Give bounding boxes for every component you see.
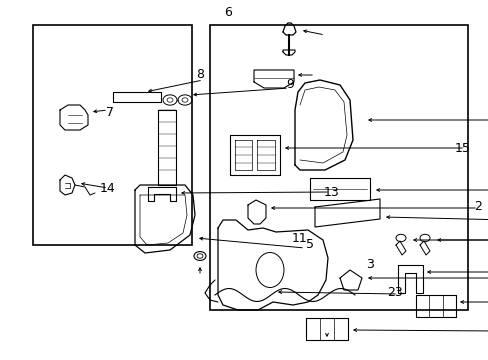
Text: 3: 3 (366, 258, 373, 271)
Text: 5: 5 (305, 239, 313, 252)
Text: 9: 9 (285, 78, 293, 91)
Text: 2: 2 (473, 201, 481, 213)
Text: 6: 6 (224, 6, 231, 19)
Text: 23: 23 (386, 287, 402, 300)
Bar (33, 25, 192, 245)
Text: 8: 8 (196, 68, 203, 81)
Bar (209, 25, 467, 310)
Text: 14: 14 (100, 181, 116, 194)
Text: 7: 7 (106, 105, 114, 118)
Text: 13: 13 (324, 185, 339, 198)
Text: 15: 15 (454, 141, 470, 154)
Text: 11: 11 (291, 231, 307, 244)
